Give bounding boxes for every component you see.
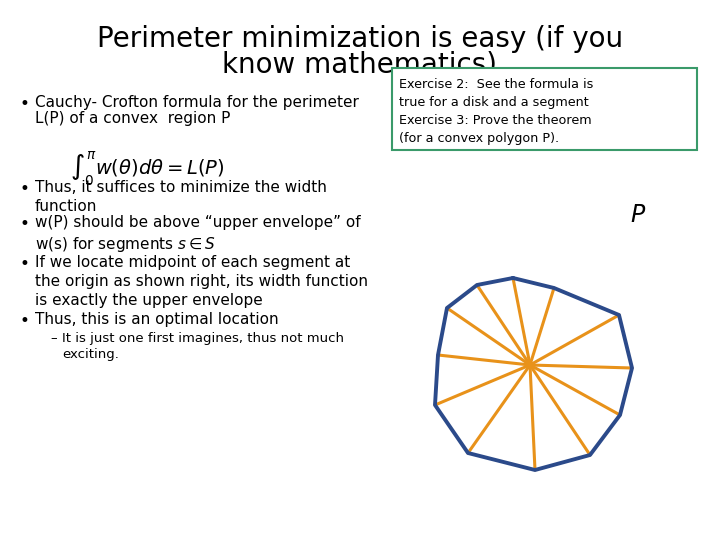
Text: Exercise 2:  See the formula is: Exercise 2: See the formula is (399, 78, 593, 91)
Text: •: • (20, 180, 30, 198)
Text: $\int_0^{\pi} w(\theta)d\theta = L(P)$: $\int_0^{\pi} w(\theta)d\theta = L(P)$ (70, 150, 225, 188)
Text: know mathematics): know mathematics) (222, 50, 498, 78)
Text: If we locate midpoint of each segment at
the origin as shown right, its width fu: If we locate midpoint of each segment at… (35, 255, 368, 308)
Text: Thus, this is an optimal location: Thus, this is an optimal location (35, 312, 279, 327)
Bar (392, 68, 697, 150)
Text: •: • (20, 312, 30, 330)
Text: Exercise 3: Prove the theorem: Exercise 3: Prove the theorem (399, 114, 592, 127)
Text: •: • (20, 95, 30, 113)
Text: $P$: $P$ (630, 203, 647, 227)
Text: •: • (20, 255, 30, 273)
Text: w(P) should be above “upper envelope” of
w(s) for segments $s \in S$: w(P) should be above “upper envelope” of… (35, 215, 361, 254)
Text: •: • (20, 215, 30, 233)
Text: Perimeter minimization is easy (if you: Perimeter minimization is easy (if you (97, 25, 623, 53)
Text: L(P) of a convex  region P: L(P) of a convex region P (35, 111, 230, 126)
Text: true for a disk and a segment: true for a disk and a segment (399, 96, 589, 109)
Text: Cauchy- Crofton formula for the perimeter: Cauchy- Crofton formula for the perimete… (35, 95, 359, 110)
Text: Thus, it suffices to minimize the width
function: Thus, it suffices to minimize the width … (35, 180, 327, 214)
Text: –: – (50, 332, 57, 345)
Text: (for a convex polygon P).: (for a convex polygon P). (399, 132, 559, 145)
Text: It is just one first imagines, thus not much
exciting.: It is just one first imagines, thus not … (62, 332, 344, 361)
